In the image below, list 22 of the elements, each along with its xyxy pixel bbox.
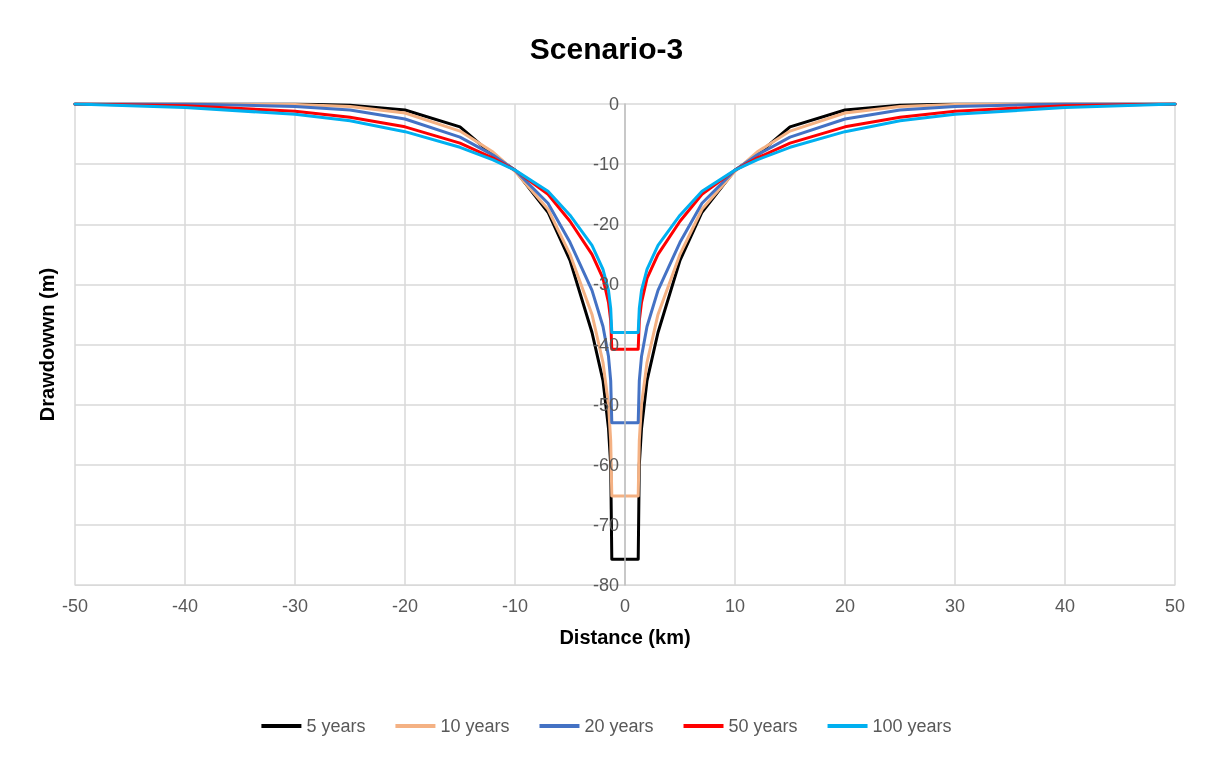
legend-label: 5 years	[306, 716, 366, 736]
legend-label: 100 years	[872, 716, 952, 736]
legend-label: 20 years	[584, 716, 654, 736]
x-tick-label: -40	[171, 596, 199, 616]
y-tick-label: -80	[592, 575, 619, 595]
x-tick-label: -50	[61, 596, 89, 616]
x-axis-title: Distance (km)	[559, 626, 691, 648]
y-tick-label: -20	[592, 214, 619, 235]
x-tick-label: 30	[944, 596, 966, 616]
legend-label: 50 years	[728, 716, 798, 736]
x-tick-label: -10	[501, 596, 529, 616]
x-tick-label: -30	[281, 596, 309, 616]
x-tick-label: 50	[1164, 596, 1186, 616]
chart-title: Scenario-3	[529, 31, 684, 65]
x-tick-label: 10	[724, 596, 746, 616]
y-tick-label: 0	[608, 94, 619, 114]
legend-label: 10 years	[440, 716, 510, 736]
y-tick-label: -10	[592, 154, 619, 175]
x-tick-label: 20	[834, 596, 856, 616]
x-tick-label: 40	[1054, 596, 1076, 616]
x-tick-label: -20	[391, 596, 419, 616]
y-axis-title: Drawdowwn (m)	[36, 267, 58, 422]
